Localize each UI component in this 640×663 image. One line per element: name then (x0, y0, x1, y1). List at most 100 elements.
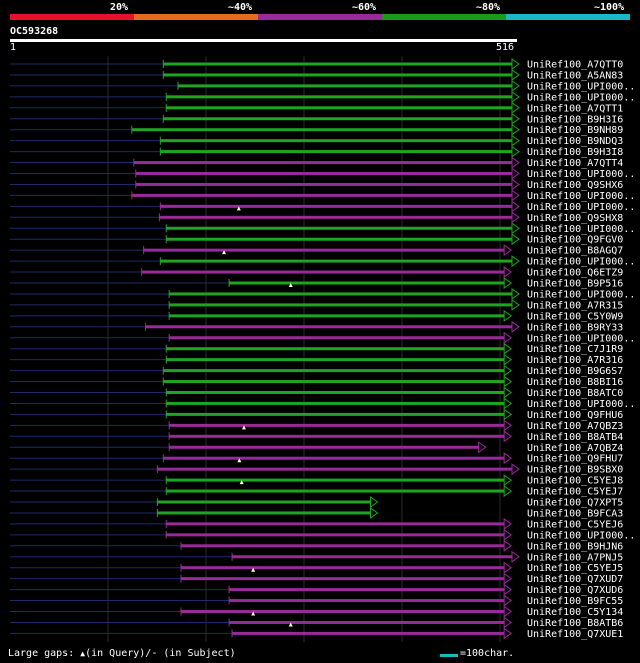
alignment-bar[interactable] (157, 511, 372, 515)
hit-row[interactable]: UniRef100_C5YEJ7 (10, 485, 623, 498)
alignment-bar[interactable] (163, 117, 514, 121)
alignment-bar[interactable] (232, 631, 506, 635)
alignment-bar[interactable] (131, 128, 513, 132)
alignment-bar[interactable] (229, 281, 506, 285)
hit-row[interactable]: UniRef100_A7PNJ5 (10, 550, 623, 564)
hit-label[interactable]: UniRef100_Q9SHX8 (527, 213, 623, 224)
hit-row[interactable]: UniRef100_Q9SHX8 (10, 211, 623, 224)
hit-label[interactable]: UniRef100_B8BI16 (527, 377, 623, 388)
hit-row[interactable]: UniRef100_B9HJN6 (10, 539, 623, 553)
alignment-bar[interactable] (166, 391, 506, 394)
alignment-bar[interactable] (229, 599, 506, 603)
hit-label[interactable]: UniRef100_A7R315 (527, 300, 623, 311)
hit-label[interactable]: UniRef100_C5Y0W9 (527, 311, 623, 322)
hit-label[interactable]: UniRef100_C7J1R9 (527, 344, 623, 355)
hit-label[interactable]: UniRef100_C5YEJ6 (527, 519, 623, 530)
alignment-bar[interactable] (229, 620, 506, 624)
hit-label[interactable]: UniRef100_B9SBX0 (527, 465, 623, 476)
hit-label[interactable]: UniRef100_UPI000.. (527, 202, 635, 213)
alignment-bar[interactable] (163, 62, 514, 66)
alignment-bar[interactable] (169, 423, 506, 427)
hit-row[interactable]: UniRef100_C5YEJ5 (10, 561, 623, 575)
hit-label[interactable]: UniRef100_B8ATC0 (527, 388, 623, 399)
alignment-bar[interactable] (133, 161, 514, 165)
hit-label[interactable]: UniRef100_Q7XUD6 (527, 585, 623, 596)
hit-row[interactable]: UniRef100_B9H3I8 (10, 145, 623, 159)
alignment-bar[interactable] (135, 182, 513, 186)
hit-row[interactable]: UniRef100_B9RY33 (10, 320, 623, 334)
hit-row[interactable]: UniRef100_B9NH89 (10, 123, 623, 137)
hit-row[interactable]: UniRef100_Q9FHU7 (10, 452, 623, 465)
hit-row[interactable]: UniRef100_A7R316 (10, 353, 623, 367)
hit-row[interactable]: UniRef100_C7J1R9 (10, 342, 623, 356)
hit-row[interactable]: UniRef100_B9NDQ3 (10, 134, 623, 148)
alignment-bar[interactable] (180, 566, 506, 570)
hit-label[interactable]: UniRef100_A7QBZ3 (527, 421, 623, 432)
hit-label[interactable]: UniRef100_Q7XUD7 (527, 574, 623, 585)
hit-label[interactable]: UniRef100_UPI000.. (527, 257, 635, 268)
alignment-bar[interactable] (166, 489, 506, 493)
alignment-bar[interactable] (180, 610, 506, 613)
hit-row[interactable]: UniRef100_UPI000.. (10, 222, 635, 235)
hit-row[interactable]: UniRef100_UPI000.. (10, 79, 635, 93)
hit-row[interactable]: UniRef100_Q9SHX6 (10, 178, 623, 191)
hit-label[interactable]: UniRef100_B9H3I6 (527, 114, 623, 125)
alignment-bar[interactable] (178, 84, 513, 88)
hit-row[interactable]: UniRef100_B9H3I6 (10, 112, 623, 126)
hit-row[interactable]: UniRef100_A7QTT4 (10, 156, 623, 170)
hit-label[interactable]: UniRef100_Q9FHU7 (527, 454, 623, 465)
hit-label[interactable]: UniRef100_Q6ETZ9 (527, 268, 623, 279)
hit-row[interactable]: UniRef100_Q7XUD7 (10, 572, 623, 586)
hit-label[interactable]: UniRef100_UPI000.. (527, 169, 635, 180)
hit-label[interactable]: UniRef100_UPI000.. (527, 289, 635, 300)
hit-label[interactable]: UniRef100_UPI000.. (527, 191, 635, 202)
hit-label[interactable]: UniRef100_B8ATB4 (527, 432, 623, 443)
alignment-bar[interactable] (135, 172, 513, 175)
alignment-bar[interactable] (160, 204, 513, 208)
alignment-bar[interactable] (141, 270, 506, 274)
alignment-bar[interactable] (166, 106, 513, 110)
hit-label[interactable]: UniRef100_A7R316 (527, 355, 623, 366)
hit-label[interactable]: UniRef100_B9RY33 (527, 322, 623, 333)
alignment-bar[interactable] (180, 577, 506, 581)
hit-label[interactable]: UniRef100_B9HJN6 (527, 541, 623, 552)
hit-label[interactable]: UniRef100_B9NDQ3 (527, 136, 623, 147)
hit-row[interactable]: UniRef100_B8BI16 (10, 375, 623, 389)
hit-label[interactable]: UniRef100_A7PNJ5 (527, 552, 623, 563)
alignment-bar[interactable] (166, 237, 513, 241)
hit-row[interactable]: UniRef100_B8ATB4 (10, 430, 623, 443)
hit-row[interactable]: UniRef100_Q7XUE1 (10, 627, 623, 640)
hit-row[interactable]: UniRef100_C5Y134 (10, 605, 623, 619)
alignment-bar[interactable] (145, 325, 513, 329)
hit-label[interactable]: UniRef100_Q7XPT5 (527, 498, 623, 509)
hit-row[interactable]: UniRef100_UPI000.. (10, 528, 635, 542)
alignment-bar[interactable] (166, 401, 506, 405)
alignment-bar[interactable] (169, 336, 506, 340)
alignment-bar[interactable] (131, 193, 513, 197)
alignment-bar[interactable] (232, 555, 513, 559)
alignment-bar[interactable] (229, 588, 506, 592)
hit-label[interactable]: UniRef100_B9G6S7 (527, 366, 623, 377)
hit-row[interactable]: UniRef100_B9P516 (10, 277, 623, 290)
alignment-bar[interactable] (163, 456, 506, 460)
hit-row[interactable]: UniRef100_Q9FGV0 (10, 233, 623, 246)
hit-row[interactable]: UniRef100_UPI000.. (10, 397, 635, 410)
hit-row[interactable]: UniRef100_UPI000.. (10, 90, 635, 104)
hit-label[interactable]: UniRef100_Q9SHX6 (527, 180, 623, 191)
hit-label[interactable]: UniRef100_B9NH89 (527, 125, 623, 136)
hit-row[interactable]: UniRef100_C5YEJ8 (10, 474, 623, 487)
hit-label[interactable]: UniRef100_B8AGQ7 (527, 246, 623, 257)
alignment-bar[interactable] (160, 139, 513, 143)
alignment-bar[interactable] (169, 292, 513, 296)
alignment-bar[interactable] (157, 467, 513, 471)
alignment-bar[interactable] (169, 314, 506, 318)
hit-label[interactable]: UniRef100_UPI000.. (527, 224, 635, 235)
hit-row[interactable]: UniRef100_UPI000.. (10, 189, 635, 202)
alignment-bar[interactable] (166, 347, 506, 351)
hit-row[interactable]: UniRef100_UPI000.. (10, 331, 635, 345)
alignment-bar[interactable] (166, 533, 506, 537)
alignment-bar[interactable] (163, 73, 514, 77)
alignment-bar[interactable] (163, 369, 506, 373)
hit-label[interactable]: UniRef100_C5YEJ5 (527, 563, 623, 574)
alignment-bar[interactable] (166, 412, 506, 416)
